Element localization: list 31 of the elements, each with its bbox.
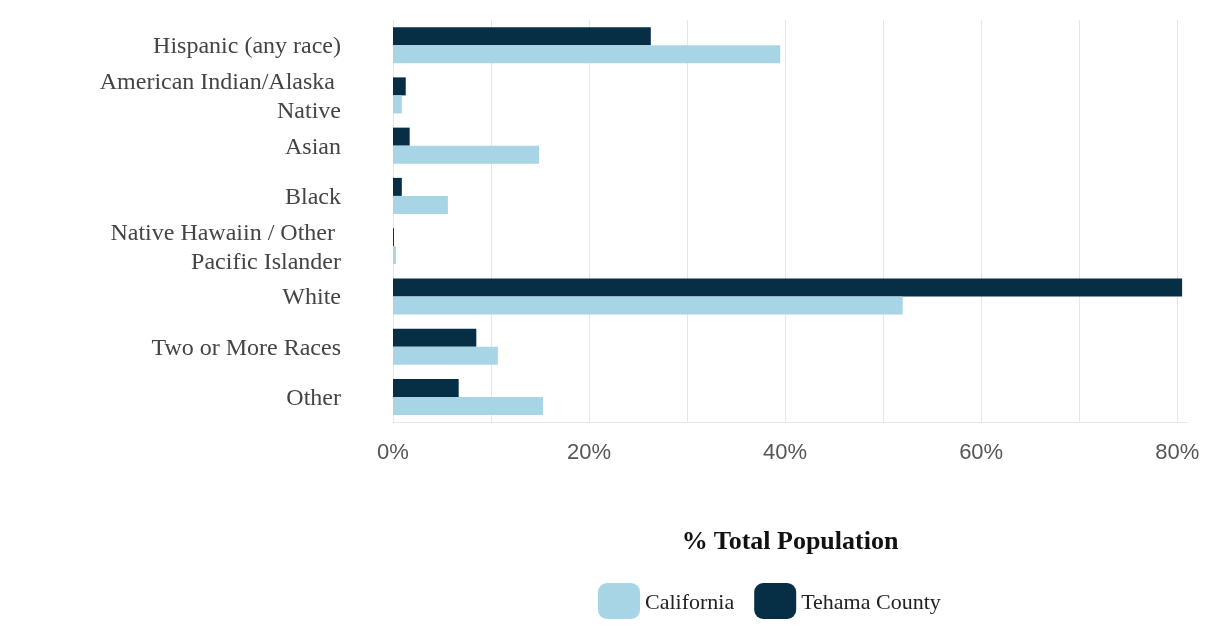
bar xyxy=(393,177,402,196)
bar xyxy=(393,346,498,365)
bar xyxy=(393,27,651,46)
x-tick-label: 0% xyxy=(377,438,409,464)
bar xyxy=(393,195,448,214)
y-tick-label: Native Hawaiin / Other Pacific Islander xyxy=(110,218,341,274)
legend-label: California xyxy=(645,588,735,614)
y-tick-label: Other xyxy=(286,383,341,410)
y-tick-label: Black xyxy=(285,182,341,209)
y-tick-label: Hispanic (any race) xyxy=(153,32,341,59)
bar xyxy=(393,278,1183,297)
bar xyxy=(393,296,903,315)
bar xyxy=(393,95,402,114)
bar xyxy=(393,246,396,265)
bar xyxy=(393,127,410,146)
y-tick-label: Asian xyxy=(285,132,341,159)
x-tick-label: 20% xyxy=(567,438,612,464)
bar xyxy=(393,45,781,64)
bar xyxy=(393,378,459,397)
y-tick-label: White xyxy=(282,283,341,310)
bar xyxy=(393,77,406,96)
y-tick-label: American Indian/Alaska Native xyxy=(99,67,341,123)
x-axis-title: % Total Population xyxy=(681,525,899,555)
x-tick-label: 80% xyxy=(1155,438,1200,464)
x-tick-label: 40% xyxy=(763,438,808,464)
bar xyxy=(393,145,540,164)
bar xyxy=(393,328,477,347)
legend-label: Tehama County xyxy=(801,588,941,614)
y-tick-label: Two or More Races xyxy=(151,333,341,360)
bar xyxy=(393,396,543,415)
x-tick-label: 60% xyxy=(959,438,1004,464)
